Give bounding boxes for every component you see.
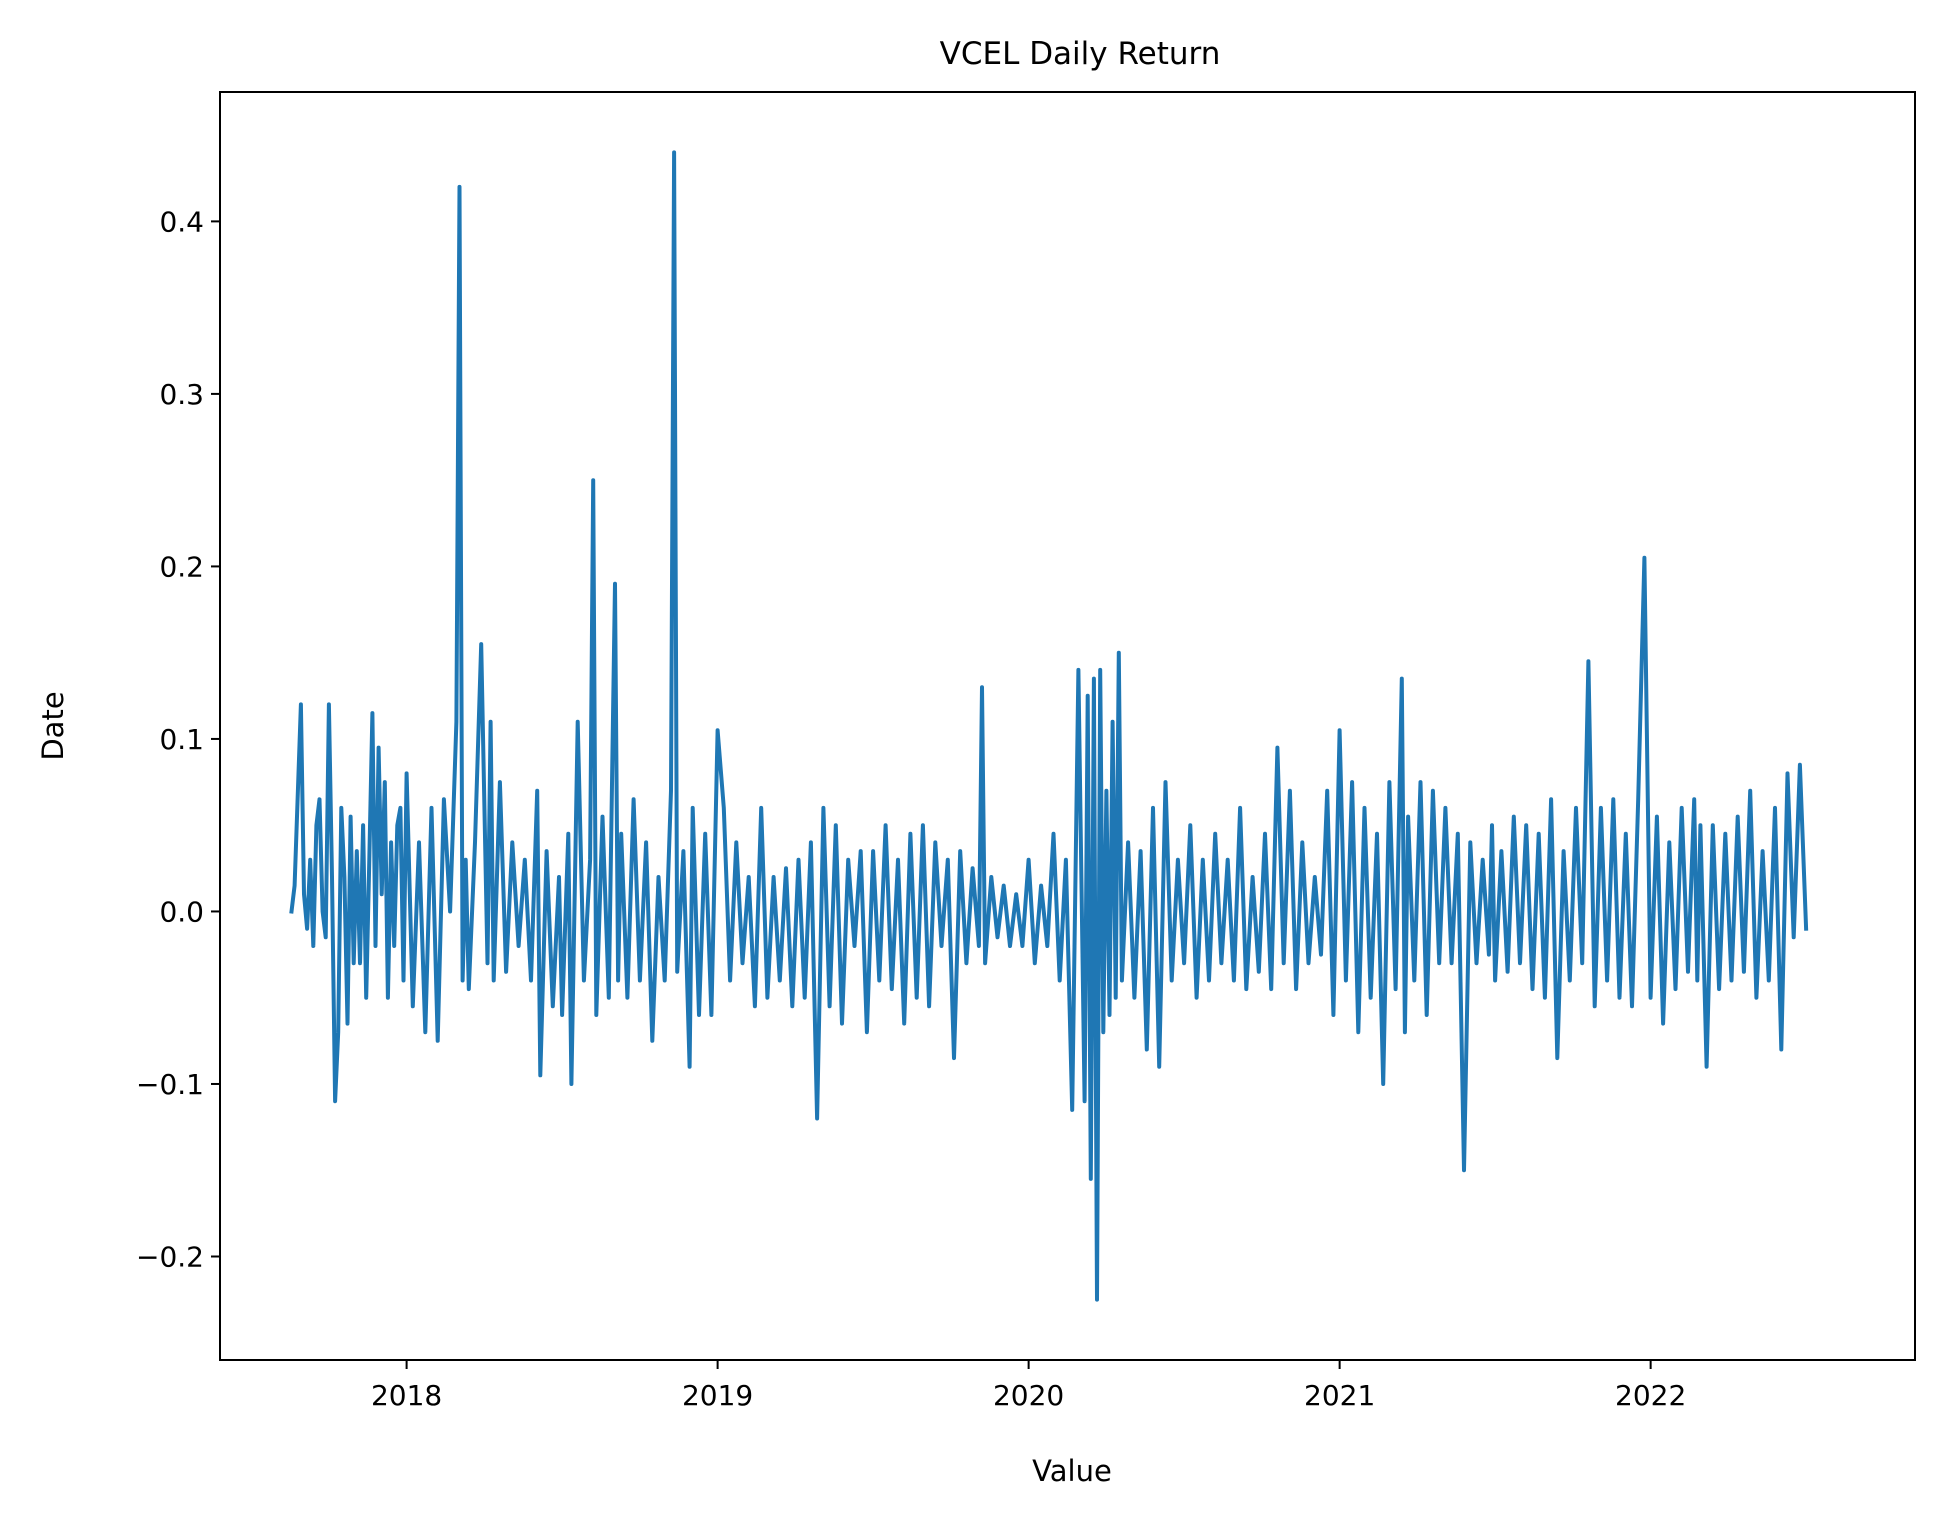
y-tick-label: 0.3 <box>159 378 204 411</box>
x-tick-label: 2018 <box>371 1379 442 1412</box>
y-tick-label: 0.1 <box>159 723 204 756</box>
y-tick-label: −0.1 <box>136 1068 204 1101</box>
x-axis-label: Value <box>1032 1454 1112 1488</box>
y-tick-label: 0.4 <box>159 205 204 238</box>
y-axis: −0.2 −0.1 0.0 0.1 0.2 0.3 0.4 <box>136 205 220 1273</box>
x-tick-label: 2019 <box>682 1379 753 1412</box>
chart-title: VCEL Daily Return <box>940 36 1221 72</box>
axes-frame <box>219 91 1916 1361</box>
plot-area <box>219 91 1916 1361</box>
y-axis-label: Date <box>36 691 70 760</box>
y-tick-label: 0.2 <box>159 550 204 583</box>
series-line-vcel-daily-return <box>289 150 1809 1302</box>
x-tick-label: 2021 <box>1304 1379 1375 1412</box>
x-tick-label: 2022 <box>1615 1379 1686 1412</box>
x-axis: 2018 2019 2020 2021 2022 <box>371 1360 1686 1412</box>
y-tick-label: 0.0 <box>159 895 204 928</box>
x-tick-label: 2020 <box>993 1379 1064 1412</box>
y-tick-label: −0.2 <box>136 1240 204 1273</box>
